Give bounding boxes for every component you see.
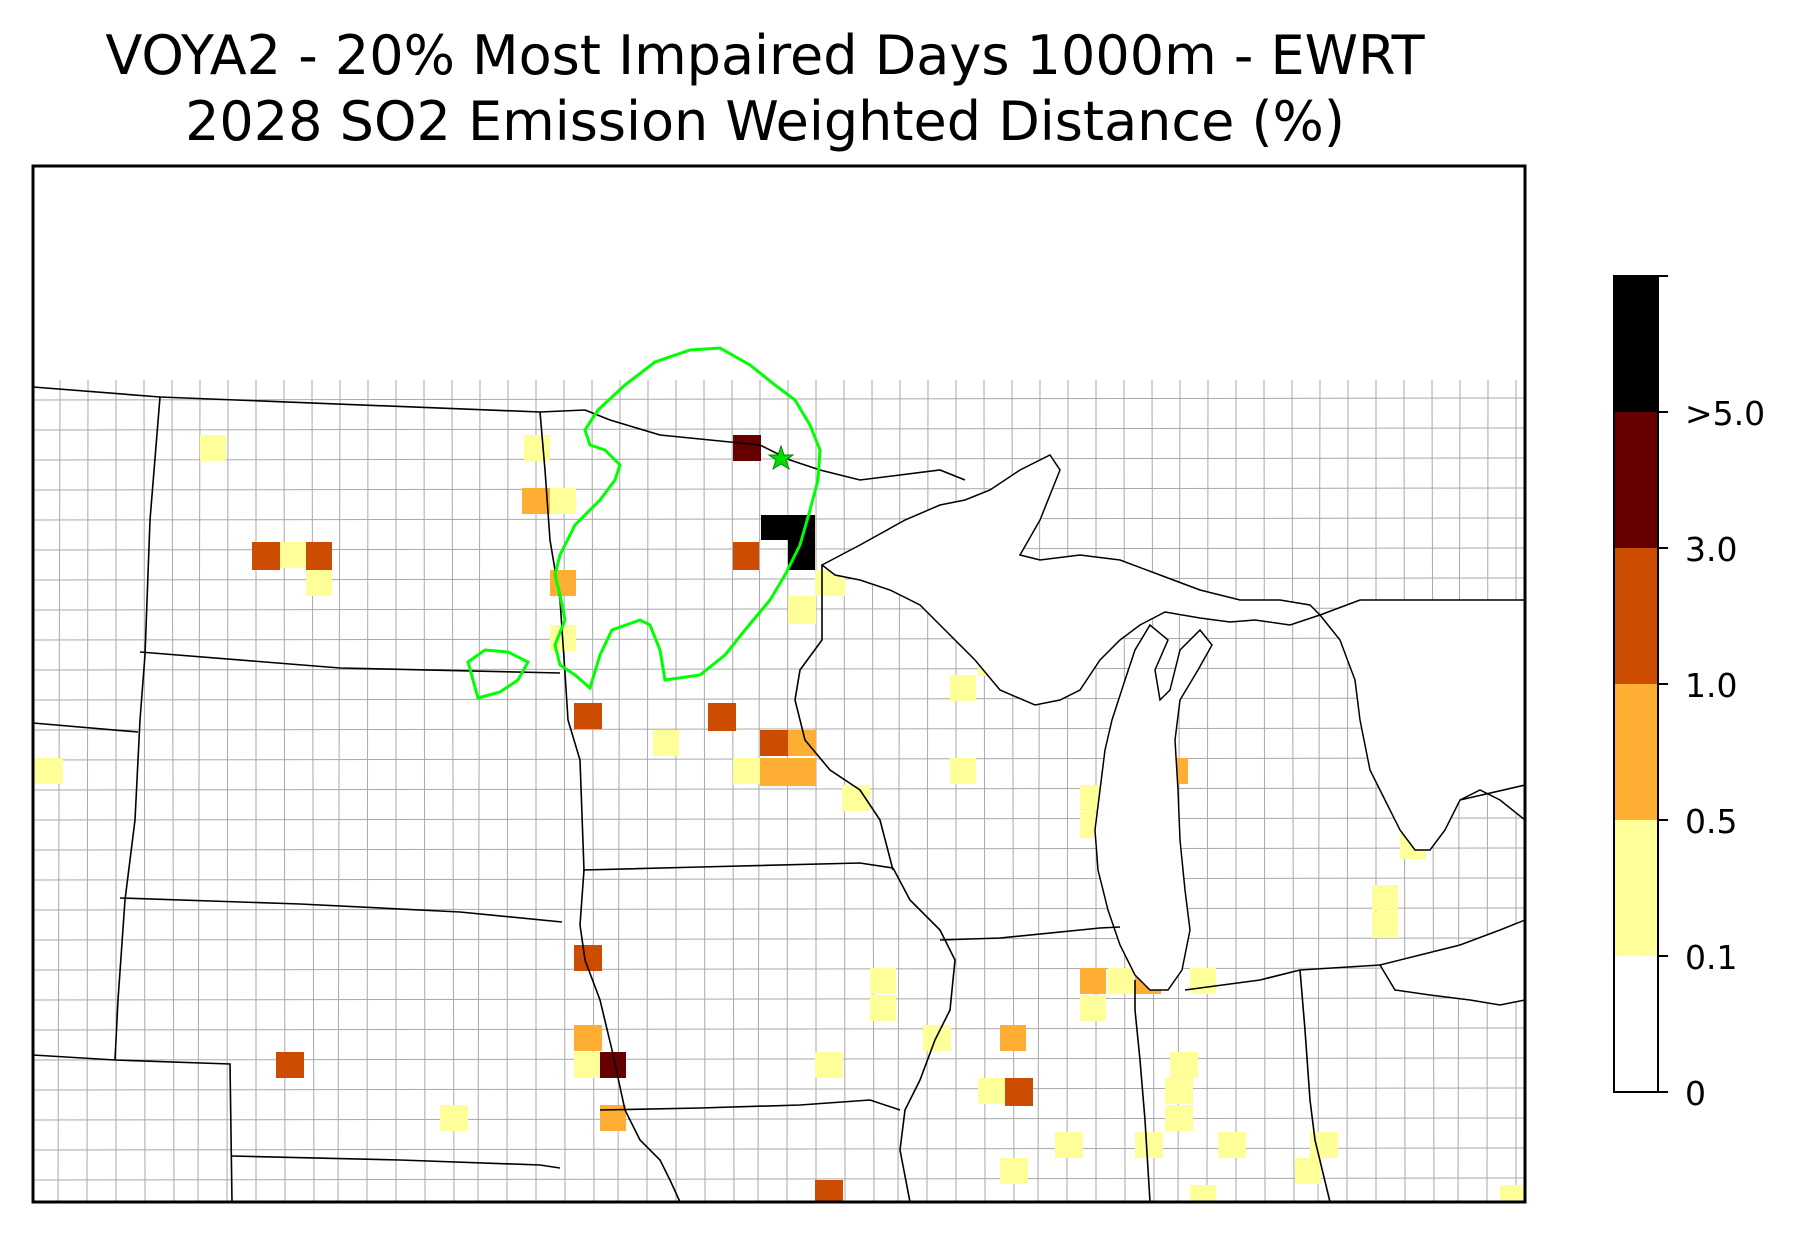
emission-cell (708, 703, 736, 731)
colorbar-label-0: 0 (1685, 1074, 1706, 1113)
emission-cell (574, 1052, 602, 1078)
emission-cell (1165, 1105, 1193, 1131)
colorbar-segment (1614, 412, 1658, 548)
emission-cell (815, 1052, 843, 1078)
emission-cell (870, 995, 896, 1021)
emission-cell (306, 570, 332, 596)
influence-contour (466, 346, 822, 700)
emission-cell (574, 1025, 602, 1051)
emission-cell (870, 968, 896, 994)
emission-cell (306, 542, 332, 570)
map-background (33, 166, 1525, 1202)
emission-cell (1218, 1132, 1246, 1158)
colorbar (1613, 275, 1668, 1093)
emission-cell (200, 435, 226, 461)
emission-cell (760, 758, 816, 786)
emission-cell (440, 1105, 468, 1131)
emission-cell (653, 730, 679, 756)
emission-cell (252, 542, 280, 570)
emission-cell (1135, 1132, 1163, 1158)
emission-cell (550, 488, 576, 514)
colorbar-label-05: 0.5 (1685, 802, 1738, 841)
colorbar-label-1: 1.0 (1685, 666, 1738, 705)
lake-huron-edge (1318, 599, 1525, 851)
emission-cell (1000, 1025, 1026, 1051)
emission-cell (1080, 968, 1106, 994)
colorbar-label-01: 0.1 (1685, 938, 1738, 977)
emission-cell (950, 758, 976, 784)
emission-cell (1000, 1158, 1028, 1184)
receptor-star-icon (767, 444, 795, 471)
emission-cell (1170, 1052, 1198, 1078)
emission-cell (1500, 1185, 1525, 1202)
chart-title-line-1: VOYA2 - 20% Most Impaired Days 1000m - E… (105, 24, 1425, 87)
emission-cell (760, 730, 788, 756)
colorbar-segment (1614, 820, 1658, 956)
emission-cell (1005, 1078, 1033, 1106)
emission-cell (733, 542, 759, 570)
emission-cell (1295, 1158, 1321, 1184)
colorbar-segment (1614, 684, 1658, 820)
emission-cell (1372, 912, 1398, 938)
emission-cell (524, 435, 550, 461)
colorbar-label-gt5: >5.0 (1685, 394, 1766, 433)
emission-cell (1055, 1132, 1083, 1158)
emission-cell (1108, 968, 1134, 994)
colorbar-segment (1614, 276, 1658, 412)
emission-cell (788, 730, 816, 756)
emission-cell (788, 596, 816, 624)
emission-cell (280, 542, 306, 568)
colorbar-label-3: 3.0 (1685, 530, 1738, 569)
lake-erie-edge (1378, 919, 1525, 1006)
emission-cell (950, 675, 976, 701)
map-frame (31, 164, 1527, 1204)
emission-cell (978, 1078, 1006, 1104)
emission-cell (733, 758, 760, 784)
emission-cell (815, 1180, 843, 1202)
emission-cell (1165, 1078, 1193, 1104)
colorbar-segment (1614, 548, 1658, 684)
emission-cell (923, 1025, 951, 1051)
emission-cell (574, 703, 602, 729)
chart-title-line-2: 2028 SO2 Emission Weighted Distance (%) (185, 90, 1345, 153)
emission-cell (733, 435, 761, 461)
emission-cell (1190, 1185, 1216, 1202)
emission-cell (1190, 968, 1216, 994)
lake-michigan (1094, 623, 1213, 991)
emission-cell (1372, 885, 1398, 911)
emission-cell (33, 758, 63, 784)
colorbar-segment (1614, 956, 1658, 1092)
emission-cell (1080, 995, 1106, 1021)
emission-cell (276, 1052, 304, 1078)
county-lines (33, 379, 1525, 1202)
